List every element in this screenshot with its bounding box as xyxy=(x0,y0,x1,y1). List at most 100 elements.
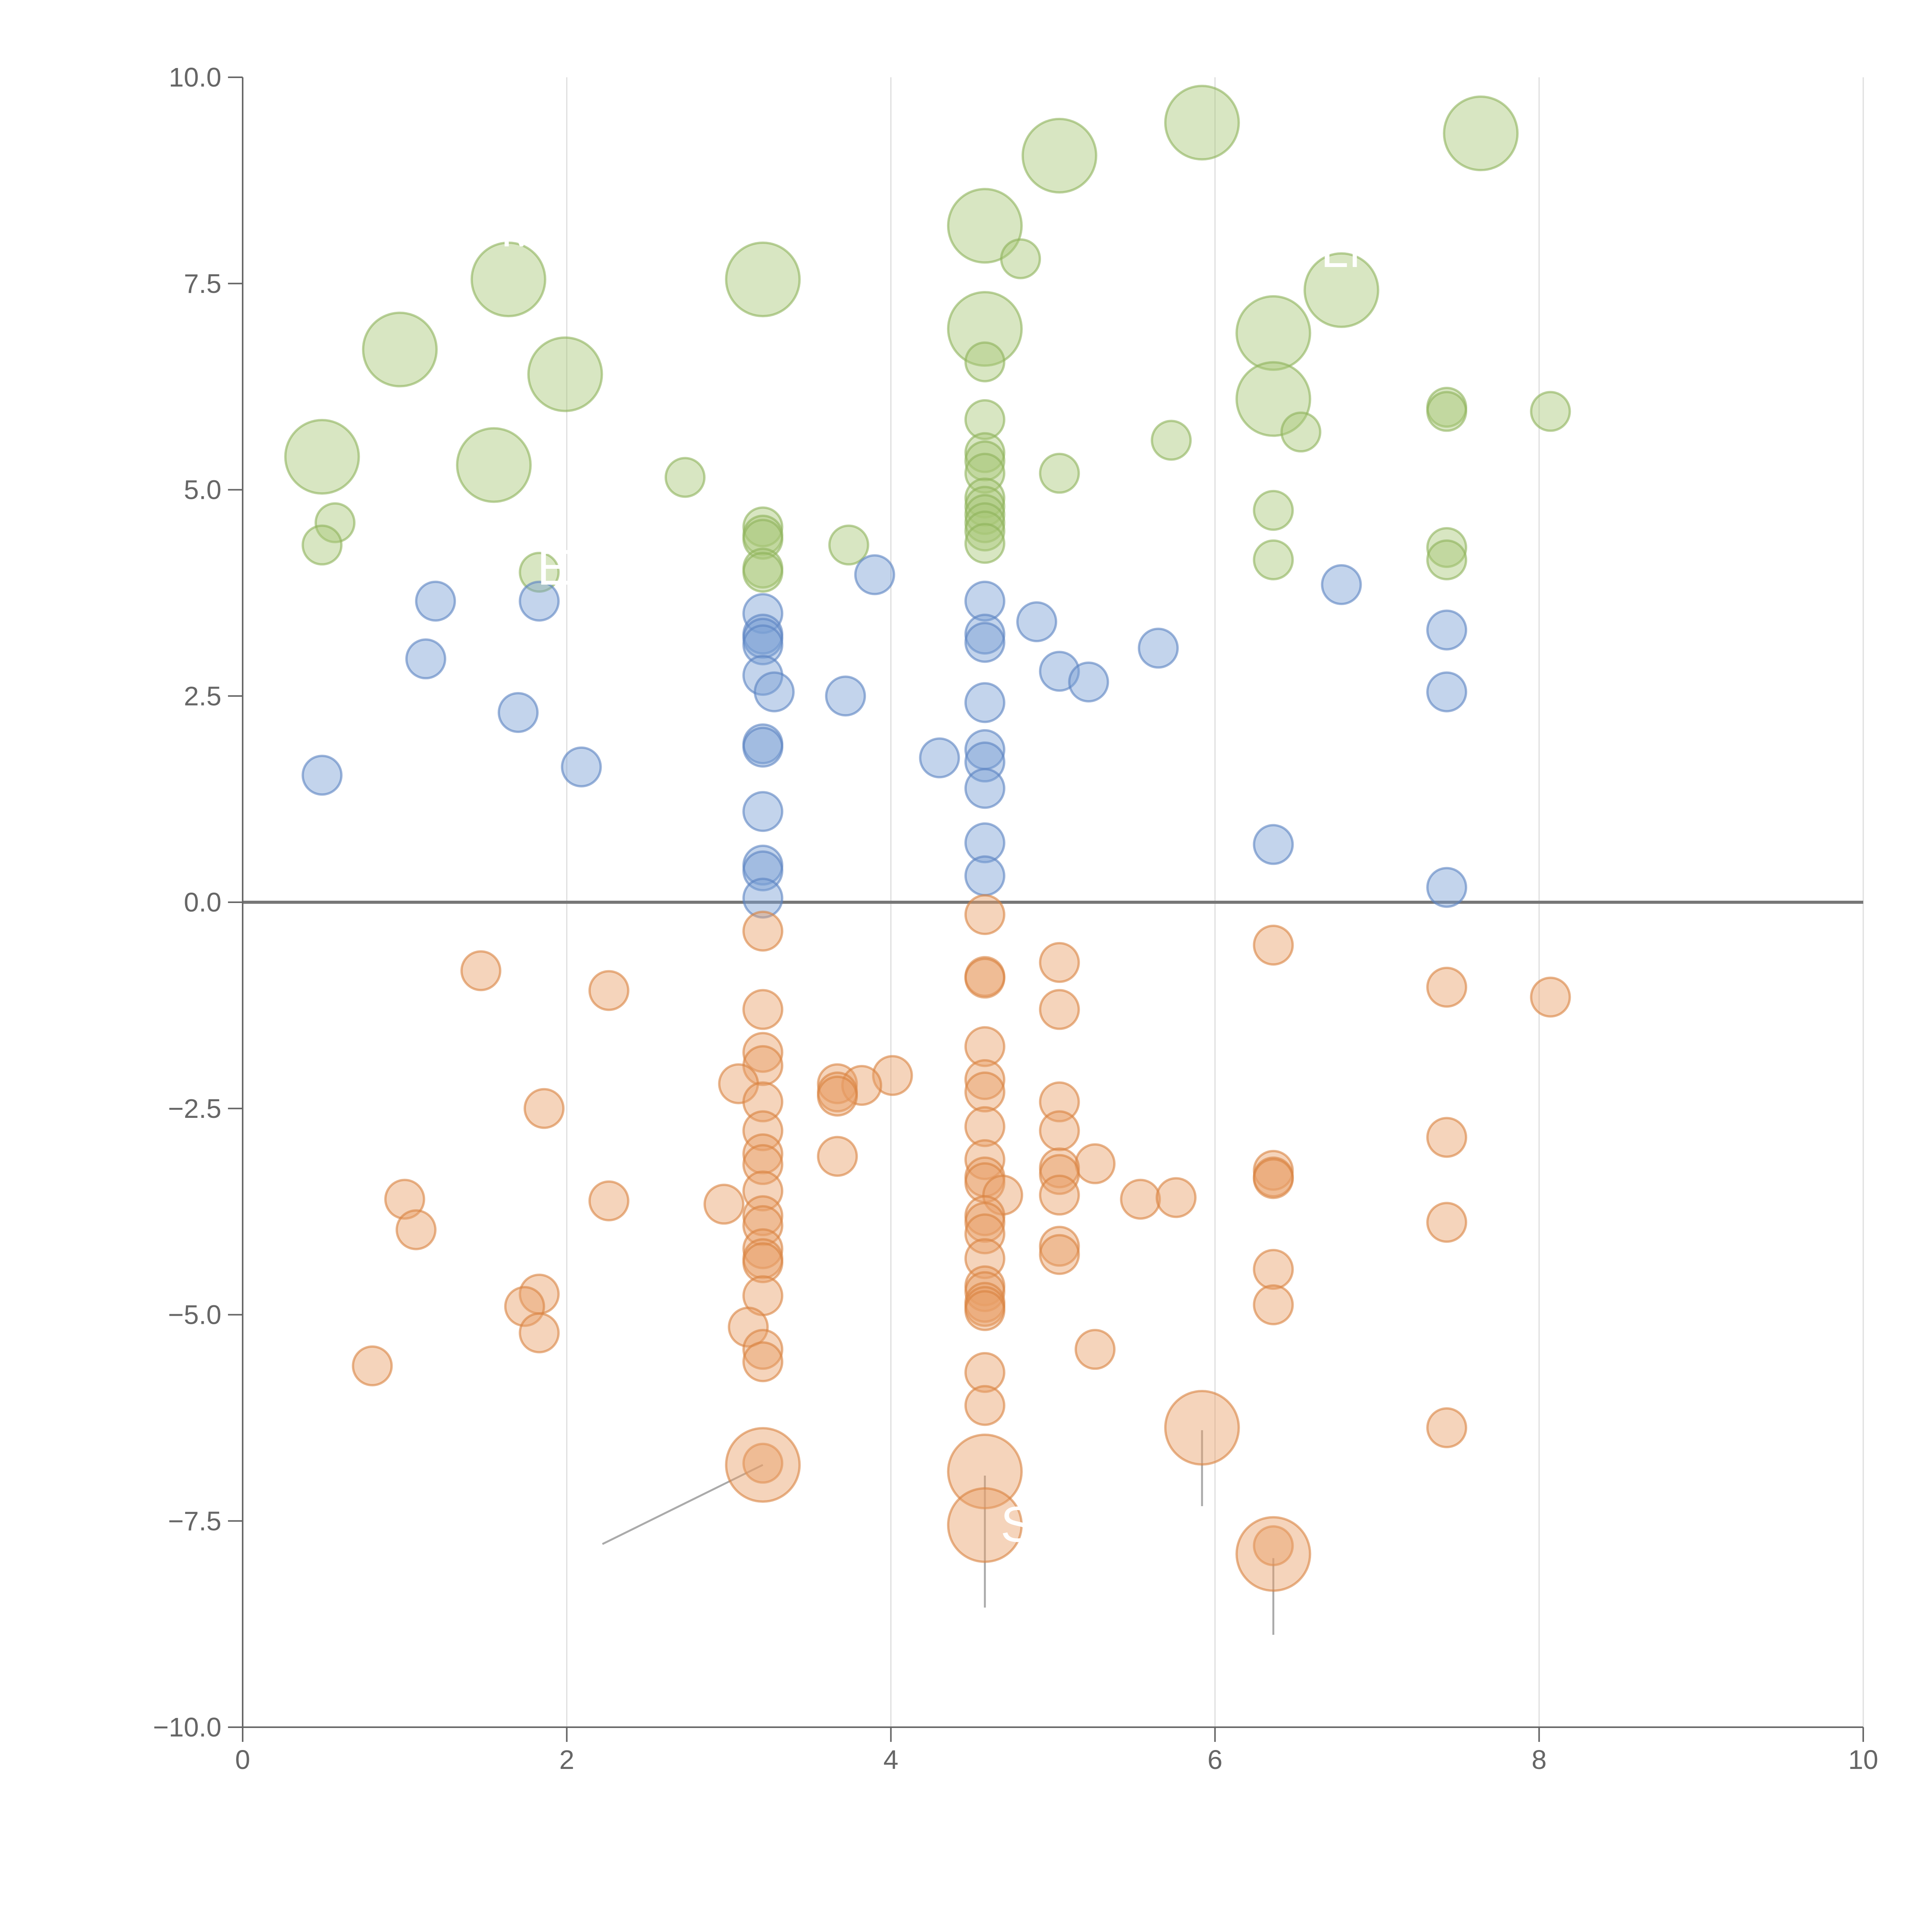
orange-bubble xyxy=(964,957,1005,999)
orange-bubble xyxy=(964,1202,1005,1243)
green-bubble xyxy=(1151,420,1192,461)
orange-bubble xyxy=(1235,1516,1311,1592)
green-bubble xyxy=(964,440,1005,481)
orange-bubble xyxy=(1426,1202,1468,1243)
green-bubble xyxy=(1426,391,1468,432)
orange-bubble xyxy=(742,989,784,1030)
bubbles xyxy=(284,85,1571,1592)
orange-bubble xyxy=(817,1075,858,1117)
orange-bubble xyxy=(964,1385,1005,1426)
blue-bubble xyxy=(742,726,784,768)
orange-bubble xyxy=(1426,966,1468,1008)
blue-bubble xyxy=(1138,628,1179,669)
green-bubble xyxy=(1253,490,1294,531)
green-bubble xyxy=(964,452,1005,494)
blue-bubble xyxy=(742,791,784,832)
orange-bubble xyxy=(1253,1158,1294,1199)
blue-bubble xyxy=(1321,564,1362,605)
blue-bubble xyxy=(415,580,456,622)
blue-bubble xyxy=(825,675,866,717)
blue-bubble xyxy=(753,671,795,713)
green-bubble xyxy=(1426,527,1468,568)
orange-bubble xyxy=(742,1341,784,1383)
orange-bubble xyxy=(742,1170,784,1212)
orange-bubble xyxy=(742,910,784,952)
orange-bubble xyxy=(742,1442,784,1484)
green-bubble xyxy=(1280,412,1321,453)
blue-bubble xyxy=(1426,867,1468,908)
green-bubble xyxy=(284,419,360,495)
orange-bubble xyxy=(947,1434,1023,1510)
orange-bubble xyxy=(1253,1525,1294,1566)
blue-bubble xyxy=(964,682,1005,723)
orange-bubble xyxy=(395,1209,437,1250)
orange-bubble xyxy=(742,1195,784,1236)
y-tick-label: 10.0 xyxy=(169,62,221,92)
green-bubble xyxy=(964,399,1005,440)
green-bubble xyxy=(1530,391,1571,432)
y-tick-label: 0.0 xyxy=(184,887,221,917)
orange-bubble xyxy=(352,1345,393,1386)
x-tick-label: 8 xyxy=(1532,1745,1547,1775)
leader-lines xyxy=(602,1430,1274,1635)
orange-bubble xyxy=(872,1055,913,1096)
orange-bubble xyxy=(1039,1234,1080,1275)
orange-bubble xyxy=(964,1352,1005,1393)
orange-bubble xyxy=(841,1065,883,1106)
green-bubble xyxy=(315,502,356,543)
orange-bubble xyxy=(1253,1249,1294,1290)
orange-bubble xyxy=(1426,1407,1468,1448)
y-tick-label: −10.0 xyxy=(153,1712,221,1742)
orange-bubble xyxy=(1039,1154,1080,1195)
green-bubble xyxy=(964,510,1005,552)
green-bubble xyxy=(1164,85,1240,161)
orange-bubble xyxy=(964,1071,1005,1113)
blue-bubble xyxy=(1016,601,1058,643)
blue-bubble xyxy=(405,638,446,680)
blue-bubble xyxy=(919,737,960,779)
x-tick-label: 4 xyxy=(883,1745,898,1775)
blue-bubble xyxy=(742,593,784,634)
orange-bubble xyxy=(964,1059,1005,1100)
orange-bubble xyxy=(460,950,502,992)
bubble-annotations: M LN E S xyxy=(500,201,1385,1553)
green-bubble xyxy=(1443,95,1519,172)
green-bubble xyxy=(301,524,343,566)
green-bubble xyxy=(362,311,438,388)
orange-bubble xyxy=(964,1106,1005,1147)
orange-bubble xyxy=(1530,976,1571,1018)
green-bubble xyxy=(1235,361,1311,437)
green-bubble xyxy=(519,552,560,593)
orange-bubble xyxy=(742,1110,784,1151)
y-tick-label: −7.5 xyxy=(168,1506,221,1536)
green-bubble xyxy=(456,427,532,503)
orange-bubble xyxy=(742,1032,784,1073)
y-tick-label: 2.5 xyxy=(184,681,221,711)
orange-bubble xyxy=(524,1088,565,1129)
orange-bubble xyxy=(1253,1284,1294,1325)
orange-bubble xyxy=(1039,1110,1080,1151)
y-tick-label: 5.0 xyxy=(184,475,221,505)
orange-bubble xyxy=(817,1136,858,1177)
orange-bubble xyxy=(1155,1177,1197,1218)
orange-bubble xyxy=(1039,1174,1080,1216)
orange-bubble xyxy=(947,1487,1023,1563)
green-bubble xyxy=(1303,252,1379,328)
green-bubble xyxy=(725,242,801,318)
x-tick-label: 6 xyxy=(1208,1745,1223,1775)
green-bubble xyxy=(742,519,784,560)
green-bubble xyxy=(470,242,546,318)
orange-bubble xyxy=(964,1213,1005,1255)
orange-bubble xyxy=(519,1312,560,1354)
bubble-annotation: E xyxy=(537,539,571,595)
green-bubble xyxy=(1000,238,1041,279)
y-tick-label: −5.0 xyxy=(168,1300,221,1330)
green-bubble xyxy=(1021,117,1097,194)
green-bubble xyxy=(1426,539,1468,580)
orange-bubble xyxy=(964,1139,1005,1180)
blue-bubble xyxy=(854,554,895,595)
orange-bubble xyxy=(742,1228,784,1269)
orange-bubble xyxy=(1120,1179,1161,1220)
orange-bubble xyxy=(504,1286,545,1327)
